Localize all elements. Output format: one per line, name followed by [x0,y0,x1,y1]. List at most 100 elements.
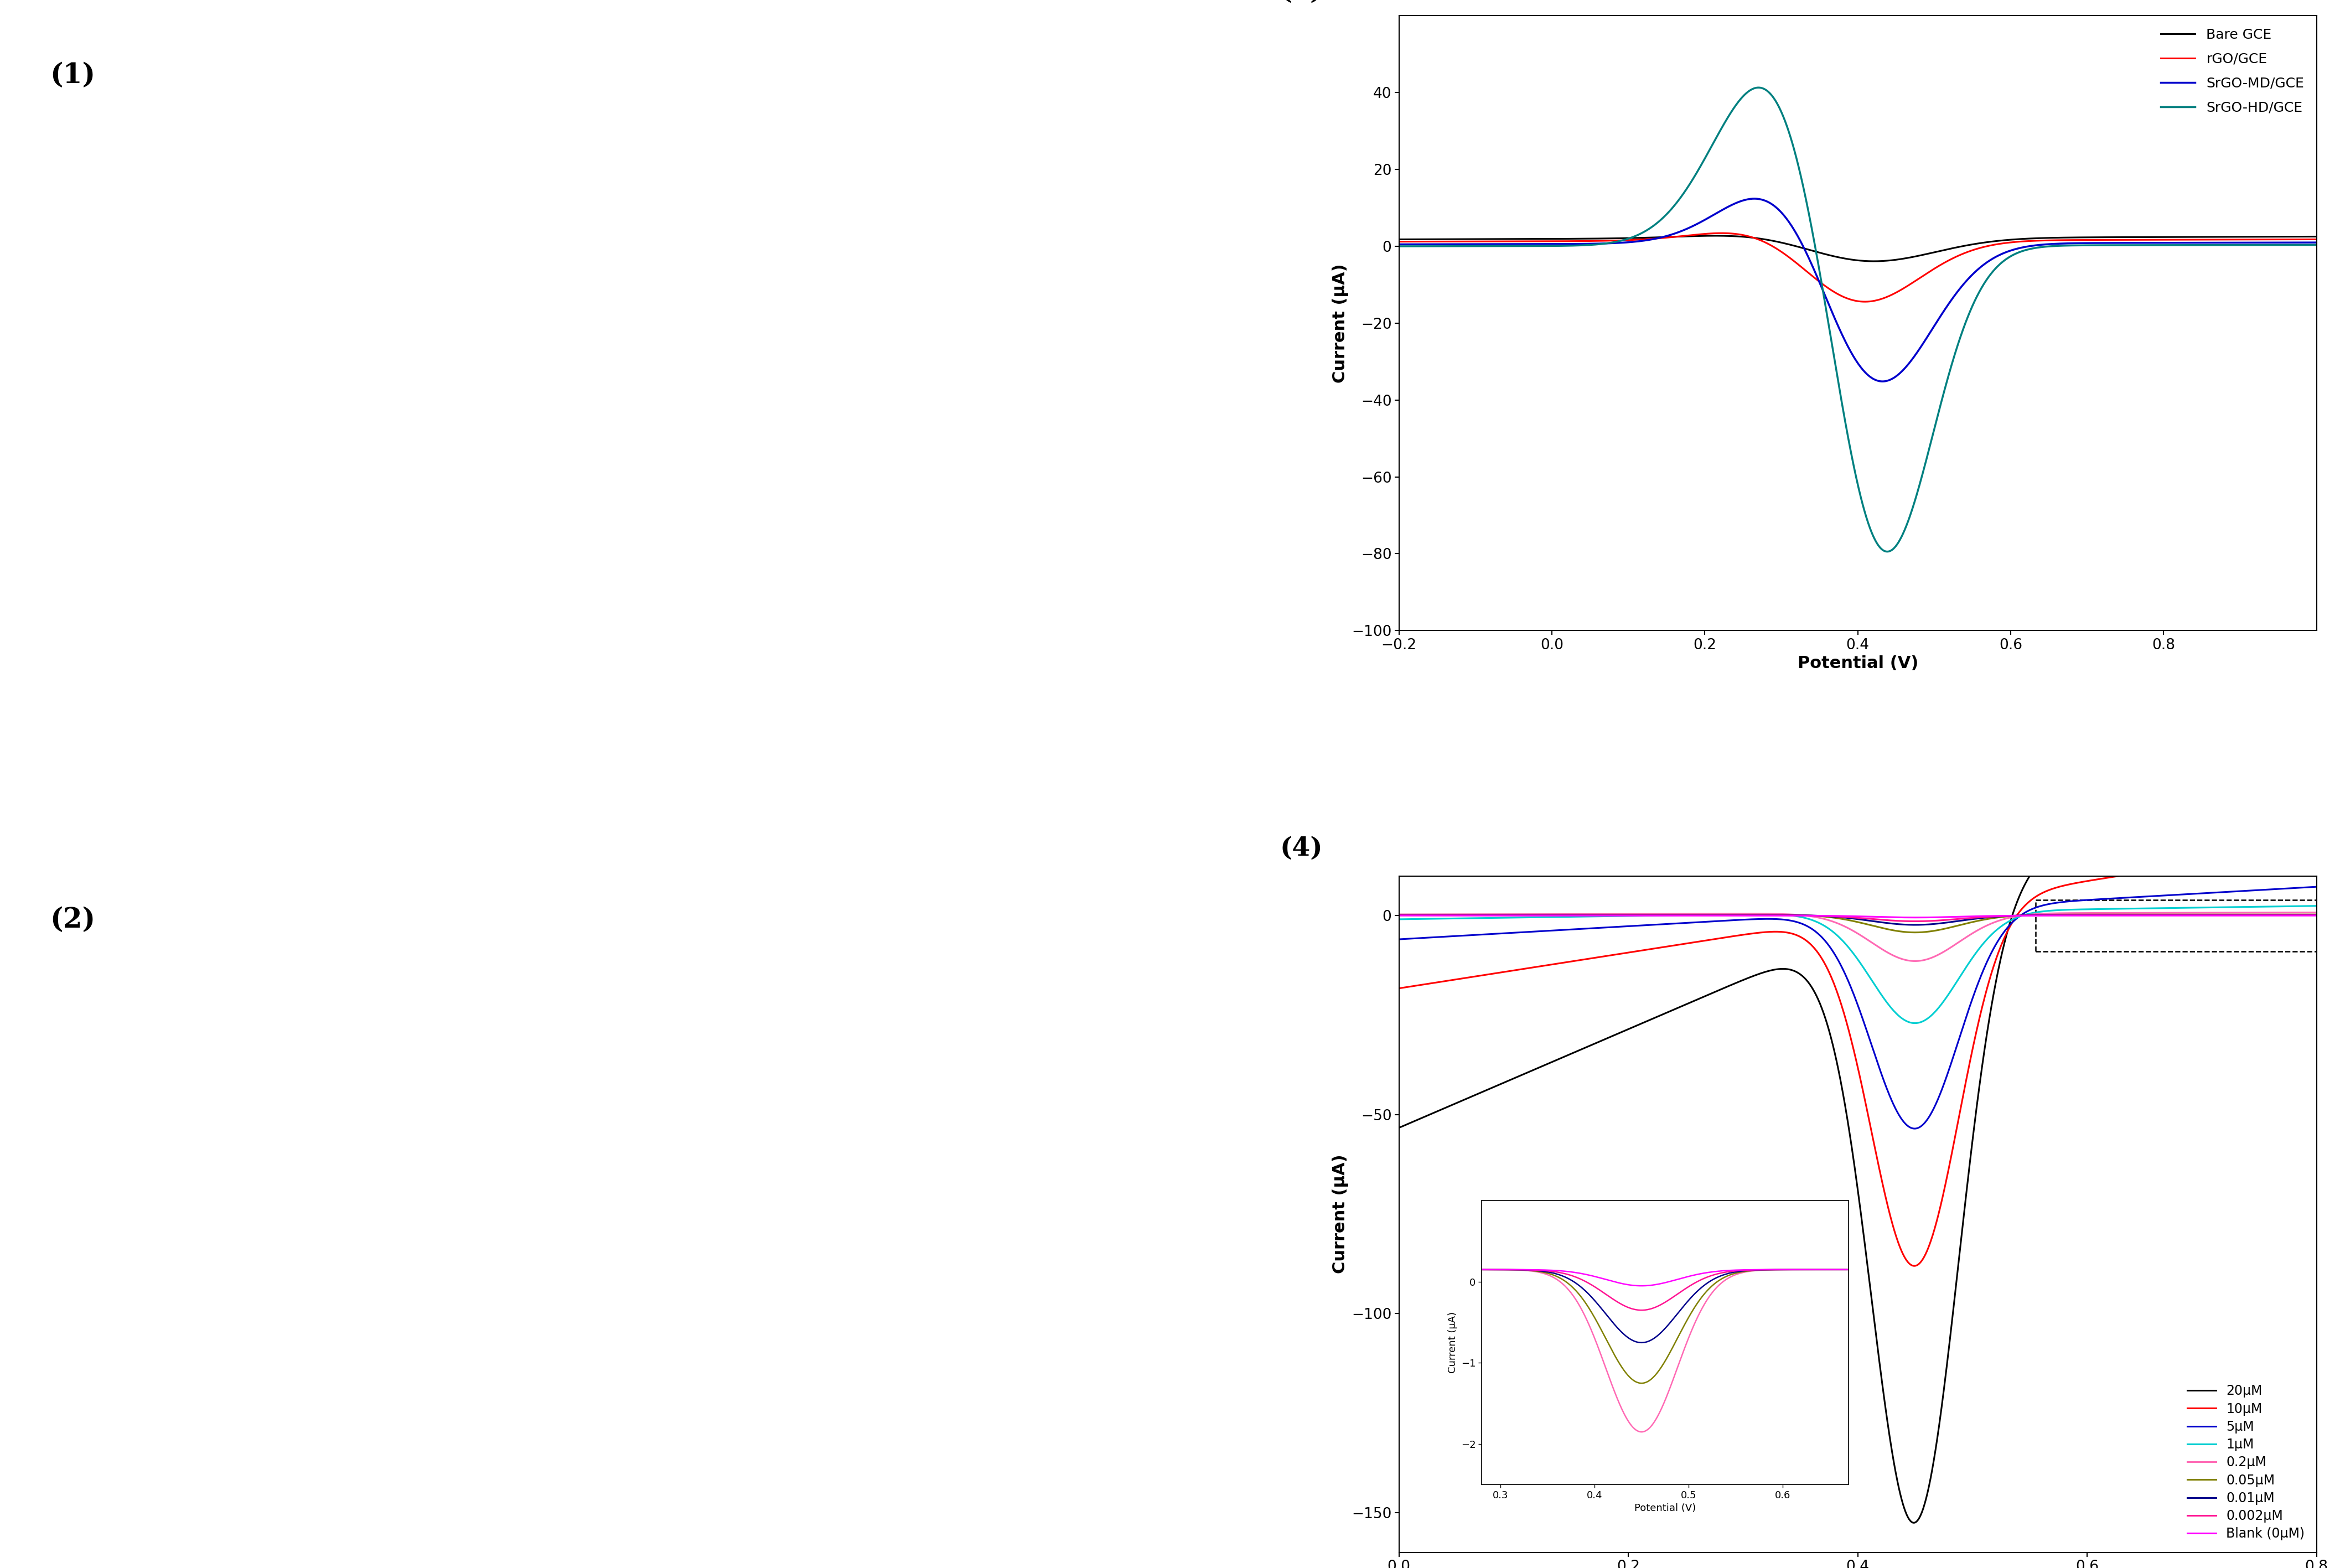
1μM [2277,897,2305,916]
Text: (4): (4) [1280,836,1322,861]
20μM [1900,1513,1928,1532]
0.05μM [2108,905,2136,924]
Line: 0.05μM: 0.05μM [1399,914,2317,933]
Line: Blank (0μM): Blank (0μM) [1399,916,2317,917]
0.2μM [1385,905,1413,924]
0.01μM [1832,908,1860,927]
0.05μM [2303,905,2331,924]
rGO/GCE [1851,292,1879,310]
0.2μM [1806,909,1835,928]
Blank (0μM) [1832,906,1860,925]
Bare GCE [1832,249,1860,268]
20μM [1832,1096,1860,1115]
Line: 1μM: 1μM [1399,906,2317,1024]
Blank (0μM) [2277,906,2305,925]
20μM [1432,1098,1460,1116]
10μM [2277,840,2305,859]
SrGO-MD/GCE [1385,235,1413,254]
0.2μM [1900,952,1928,971]
Line: 0.2μM: 0.2μM [1399,913,2317,961]
Blank (0μM) [1900,908,1928,927]
Bare GCE [1860,252,1888,271]
1μM [2277,897,2305,916]
20μM [1806,996,1835,1014]
0.002μM [2277,906,2305,925]
0.01μM [1385,906,1413,925]
0.01μM [1432,906,1460,925]
1μM [1900,1014,1928,1033]
0.01μM [2277,905,2305,924]
0.05μM [1806,906,1835,925]
Bare GCE [2303,227,2331,246]
Bare GCE [2277,227,2305,246]
rGO/GCE [1432,232,1460,251]
Text: (2): (2) [49,906,96,935]
5μM [1900,1120,1928,1138]
SrGO-HD/GCE [1432,237,1460,256]
0.05μM [1832,909,1860,928]
0.002μM [2303,906,2331,925]
10μM [1385,978,1413,997]
SrGO-MD/GCE [2108,234,2136,252]
rGO/GCE [1806,274,1835,293]
Blank (0μM) [1806,906,1835,925]
SrGO-HD/GCE [1743,78,1771,97]
10μM [1900,1256,1928,1275]
10μM [1832,1008,1860,1027]
SrGO-MD/GCE [1806,278,1835,296]
Y-axis label: Current (μA): Current (μA) [1331,263,1348,383]
10μM [2108,866,2136,884]
0.002μM [1385,906,1413,925]
20μM [2303,724,2331,743]
Line: Bare GCE: Bare GCE [1399,235,2317,262]
1μM [1806,914,1835,933]
rGO/GCE [1708,224,1736,243]
SrGO-HD/GCE [2277,235,2305,254]
5μM [2277,878,2305,897]
0.002μM [1806,906,1835,925]
0.01μM [2108,905,2136,924]
1μM [1385,909,1413,928]
0.2μM [2303,903,2331,922]
SrGO-MD/GCE [1432,235,1460,254]
Bare GCE [2108,227,2136,246]
Line: 10μM: 10μM [1399,845,2317,1265]
SrGO-MD/GCE [2277,234,2305,252]
0.01μM [2303,905,2331,924]
5μM [2303,878,2331,897]
0.002μM [2108,906,2136,925]
10μM [2303,836,2331,855]
Bare GCE [2277,227,2305,246]
SrGO-MD/GCE [1867,372,1895,390]
0.2μM [1432,905,1460,924]
Legend: 20μM, 10μM, 5μM, 1μM, 0.2μM, 0.05μM, 0.01μM, 0.002μM, Blank (0μM): 20μM, 10μM, 5μM, 1μM, 0.2μM, 0.05μM, 0.0… [2181,1380,2310,1546]
Line: rGO/GCE: rGO/GCE [1399,234,2317,301]
0.2μM [1832,917,1860,936]
0.05μM [1432,905,1460,924]
Legend: Bare GCE, rGO/GCE, SrGO-MD/GCE, SrGO-HD/GCE: Bare GCE, rGO/GCE, SrGO-MD/GCE, SrGO-HD/… [2155,22,2310,121]
Text: (1): (1) [49,61,96,89]
Y-axis label: Current (μA): Current (μA) [1331,1154,1348,1273]
0.05μM [1900,924,1928,942]
rGO/GCE [2108,230,2136,249]
5μM [2108,889,2136,908]
20μM [2108,808,2136,826]
Text: (3): (3) [1280,0,1322,5]
0.2μM [2108,903,2136,922]
5μM [1806,927,1835,946]
Line: 0.01μM: 0.01μM [1399,914,2317,925]
Bare GCE [1806,243,1835,262]
0.01μM [1900,916,1928,935]
5μM [1385,930,1413,949]
Blank (0μM) [2108,906,2136,925]
0.002μM [1832,908,1860,927]
0.2μM [2277,903,2305,922]
0.01μM [1806,906,1835,925]
Bar [2036,900,2317,952]
SrGO-MD/GCE [1832,332,1860,351]
10μM [1432,972,1460,991]
1μM [2108,900,2136,919]
10μM [2277,840,2305,859]
SrGO-HD/GCE [2277,235,2305,254]
rGO/GCE [1385,232,1413,251]
